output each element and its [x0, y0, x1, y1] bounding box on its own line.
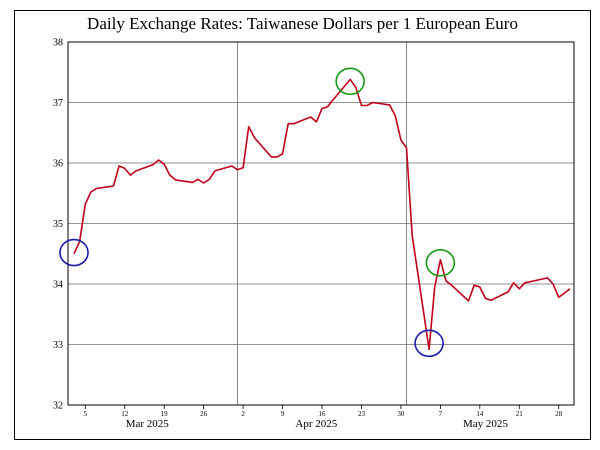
month-label: Apr 2025 — [295, 418, 337, 430]
x-tick-label: 7 — [439, 410, 443, 418]
chart-title: Daily Exchange Rates: Taiwanese Dollars … — [87, 14, 518, 33]
grid-lines — [68, 41, 574, 406]
chart-frame — [14, 10, 591, 440]
month-label: May 2025 — [463, 418, 508, 430]
x-tick-label: 30 — [397, 410, 405, 418]
x-tick-label: 23 — [358, 410, 366, 418]
x-tick-label: 16 — [319, 410, 327, 418]
low-marker-circle — [414, 329, 444, 358]
x-tick-label: 12 — [121, 410, 129, 418]
y-tick-label: 32 — [53, 401, 63, 412]
y-tick-label: 33 — [53, 340, 63, 351]
x-tick-label: 28 — [555, 410, 563, 418]
x-tick-label: 2 — [241, 410, 245, 418]
annotation-layer — [59, 67, 456, 358]
tick-labels: 32 33 34 35 36 37 38 5 12 19 26 2 9 16 23 30 7 14 21 28 Mar … — [53, 38, 563, 431]
high-marker-circle — [335, 67, 365, 96]
x-tick-label: 19 — [161, 410, 169, 418]
x-tick-label: 9 — [281, 410, 285, 418]
y-tick-label: 36 — [53, 159, 63, 170]
y-tick-label: 37 — [53, 98, 63, 109]
low-marker-circle — [59, 238, 89, 267]
y-tick-label: 34 — [53, 280, 63, 291]
y-tick-label: 35 — [53, 219, 63, 230]
axes — [67, 41, 575, 409]
x-tick-label: 14 — [476, 410, 484, 418]
y-tick-label: 38 — [53, 38, 63, 49]
x-tick-label: 21 — [516, 410, 524, 418]
high-marker-circle — [425, 249, 456, 277]
series-line — [73, 78, 571, 351]
x-tick-label: 26 — [200, 410, 208, 418]
x-tick-label: 5 — [84, 410, 88, 418]
plot-border — [67, 41, 575, 406]
month-label: Mar 2025 — [126, 418, 170, 430]
series-layer — [73, 78, 571, 351]
